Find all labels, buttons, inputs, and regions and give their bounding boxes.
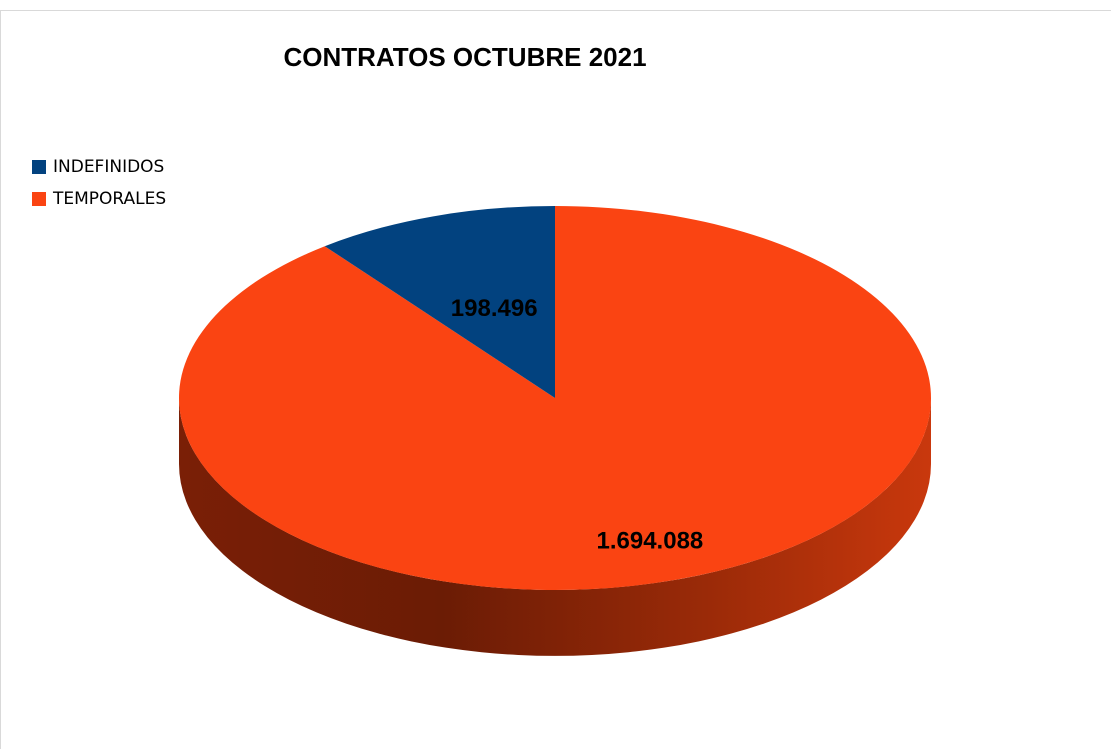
legend-label-indefinidos: INDEFINIDOS	[53, 157, 165, 177]
data-label-temporales: 1.694.088	[597, 528, 704, 555]
chart-title: CONTRATOS OCTUBRE 2021	[283, 42, 647, 72]
legend-item-indefinidos: INDEFINIDOS	[32, 151, 166, 183]
legend-label-temporales: TEMPORALES	[53, 189, 167, 209]
pie-labels-group: 1.694.088 198.496	[451, 295, 703, 555]
pie-side-group	[179, 398, 931, 656]
pie-side-temporales	[179, 398, 931, 656]
legend-swatch-temporales	[32, 192, 46, 206]
pie-slice-indefinidos	[324, 206, 555, 398]
data-label-indefinidos: 198.496	[451, 295, 538, 322]
legend: INDEFINIDOS TEMPORALES	[32, 151, 166, 215]
legend-swatch-indefinidos	[32, 160, 46, 174]
legend-item-temporales: TEMPORALES	[32, 183, 166, 215]
pie-top-group	[178, 206, 931, 590]
chart-frame	[0, 10, 1111, 749]
